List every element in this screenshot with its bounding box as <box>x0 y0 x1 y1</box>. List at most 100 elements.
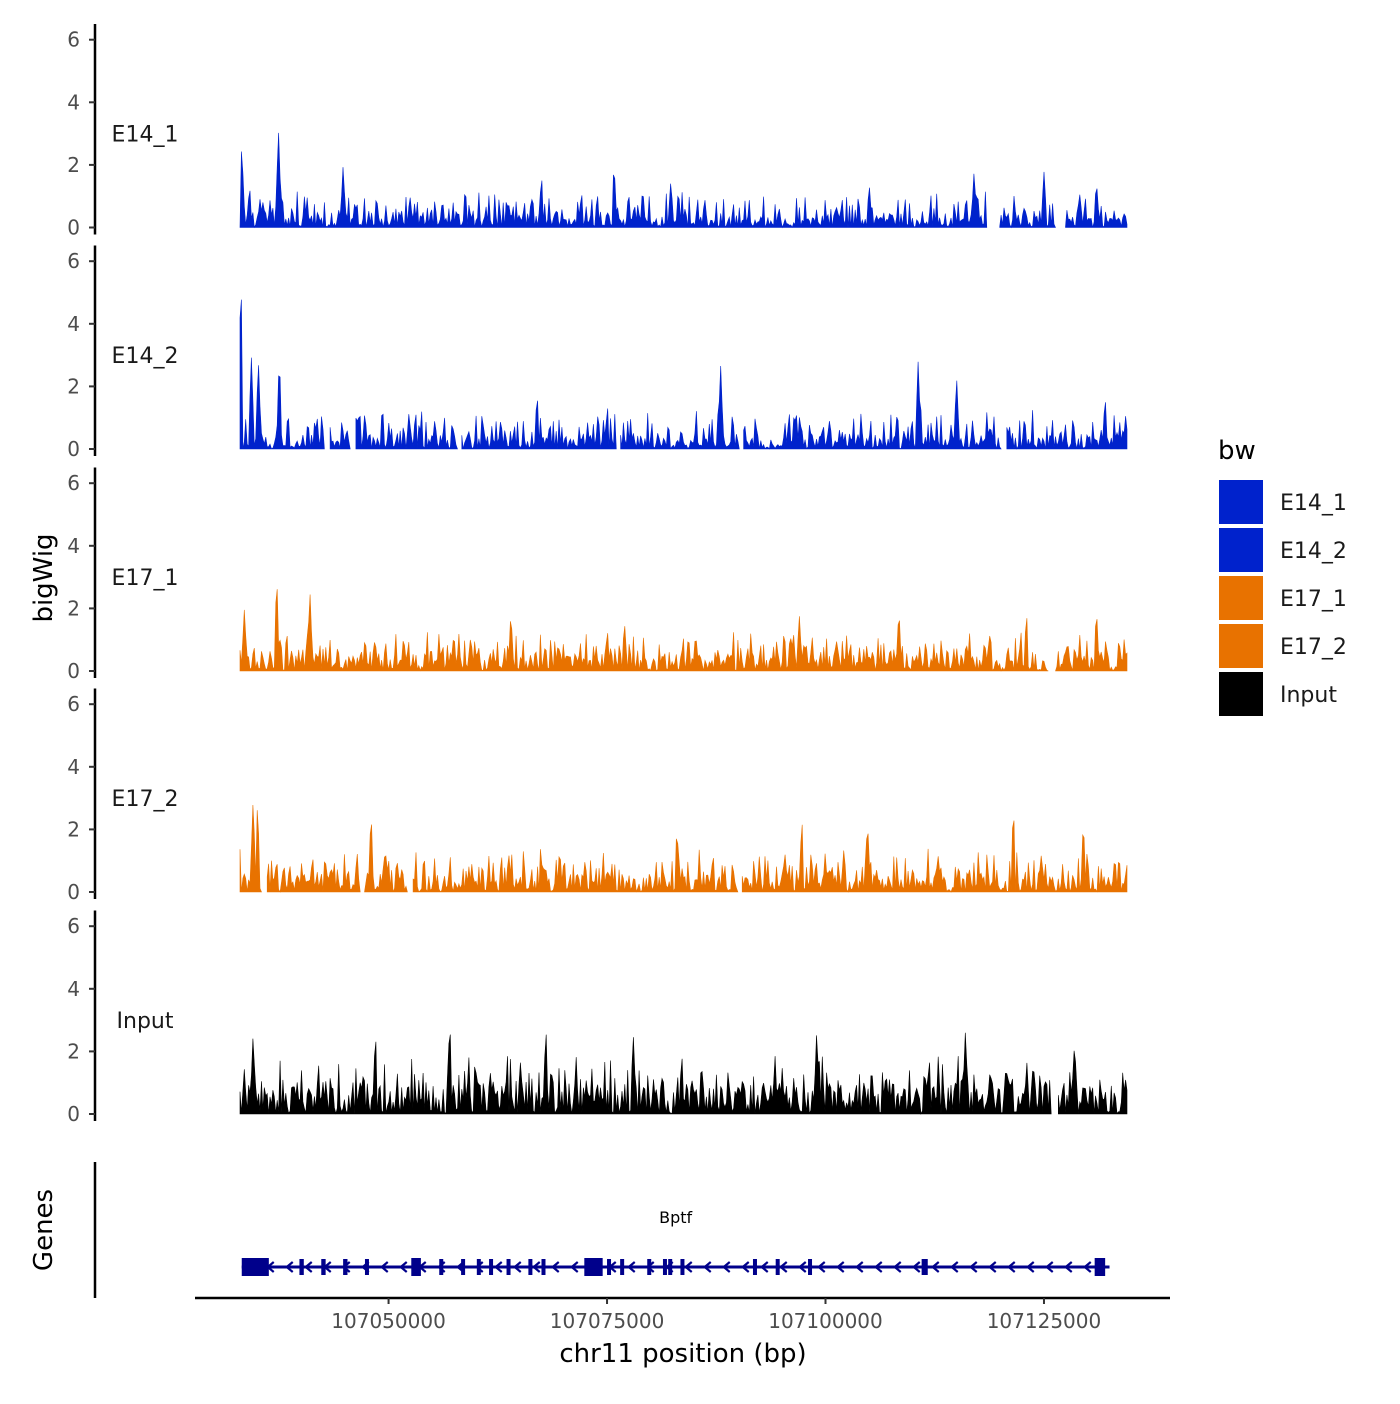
y-tick-label: 6 <box>67 28 80 52</box>
x-axis-title: chr11 position (bp) <box>559 1339 806 1369</box>
strand-arrow <box>988 1261 997 1273</box>
legend-label: E17_1 <box>1280 587 1347 612</box>
strand-arrow <box>912 1261 921 1273</box>
strand-arrow <box>570 1261 579 1273</box>
gene-exon <box>299 1259 304 1275</box>
legend-label: E14_2 <box>1280 539 1347 564</box>
gene-model <box>241 1258 1110 1276</box>
y-tick-label: 2 <box>67 596 80 620</box>
coverage-area-e14-1 <box>239 132 1128 229</box>
y-tick-label: 6 <box>67 471 80 495</box>
gene-exon <box>752 1259 757 1275</box>
x-tick-label: 107125000 <box>987 1309 1102 1333</box>
gene-exon <box>476 1259 481 1275</box>
y-tick-label: 6 <box>67 692 80 716</box>
strand-arrow <box>513 1261 522 1273</box>
strand-arrow <box>722 1261 731 1273</box>
strand-arrow <box>684 1261 693 1273</box>
track-input: 0 2 4 6 Input <box>67 910 1128 1126</box>
legend-key-e17-2 <box>1219 624 1263 668</box>
y-axis-title: bigWig <box>29 533 59 622</box>
coverage-area-e14-2 <box>239 299 1128 450</box>
strand-arrow <box>779 1261 788 1273</box>
genes-axis-title: Genes <box>29 1189 59 1271</box>
strand-arrow <box>741 1261 750 1273</box>
gene-exon <box>541 1259 546 1275</box>
y-tick-label: 4 <box>67 534 80 558</box>
track-label: Input <box>117 1009 174 1034</box>
gene-exon <box>607 1259 612 1275</box>
gene-exon <box>662 1259 667 1275</box>
legend-key-e14-2 <box>1219 528 1263 572</box>
y-tick-label: 2 <box>67 1039 80 1063</box>
coverage-area-e17-2 <box>239 804 1128 893</box>
legend-title: bw <box>1218 436 1256 466</box>
strand-arrow <box>1083 1261 1092 1273</box>
y-tick-label: 4 <box>67 977 80 1001</box>
y-tick-label: 4 <box>67 755 80 779</box>
strand-arrow <box>304 1261 313 1273</box>
x-tick-label: 107075000 <box>550 1309 665 1333</box>
legend-label: E17_2 <box>1280 635 1347 660</box>
legend: bw E14_1 E14_2 E17_1 E17_2 Input <box>1218 436 1347 716</box>
gene-exon <box>921 1259 928 1275</box>
gene-exon <box>241 1258 269 1276</box>
strand-arrow <box>836 1261 845 1273</box>
gene-exon <box>647 1259 652 1275</box>
gene-name-label: Bptf <box>659 1208 692 1227</box>
track-label: E17_2 <box>112 787 179 812</box>
gene-exon <box>620 1259 625 1275</box>
legend-label: E14_1 <box>1280 491 1347 516</box>
strand-arrow <box>874 1261 883 1273</box>
genes-panel: Genes Bptf <box>29 1162 1110 1298</box>
strand-arrow <box>494 1261 503 1273</box>
x-tick-label: 107050000 <box>331 1309 446 1333</box>
strand-arrow <box>551 1261 560 1273</box>
gene-exon <box>364 1259 369 1275</box>
coverage-area-input <box>239 1032 1128 1115</box>
track-label: E14_1 <box>112 123 179 148</box>
strand-arrow <box>893 1261 902 1273</box>
y-tick-label: 6 <box>67 914 80 938</box>
strand-arrow <box>532 1261 541 1273</box>
track-e17-1: 0 2 4 6 E17_1 <box>67 467 1128 683</box>
track-e17-2: 0 2 4 6 E17_2 <box>67 688 1128 904</box>
legend-key-e14-1 <box>1219 480 1263 524</box>
gene-exon <box>461 1259 466 1275</box>
strand-arrow <box>1045 1261 1054 1273</box>
gene-exon <box>321 1259 326 1275</box>
gene-exon <box>1094 1258 1106 1276</box>
y-tick-label: 4 <box>67 312 80 336</box>
legend-key-input <box>1219 672 1263 716</box>
strand-arrow <box>760 1261 769 1273</box>
y-tick-label: 2 <box>67 374 80 398</box>
y-tick-label: 6 <box>67 249 80 273</box>
strand-arrow <box>950 1261 959 1273</box>
gene-exon <box>668 1259 673 1275</box>
coverage-tracks: 0 2 4 6 E14_1 0 2 4 6 E14_2 0 2 4 6 E17_1 0 2 4 6 E17_2 0 2 4 6… <box>67 24 1128 1126</box>
strand-arrow <box>798 1261 807 1273</box>
strand-arrow <box>969 1261 978 1273</box>
x-tick-label: 107100000 <box>768 1309 883 1333</box>
strand-arrow <box>817 1261 826 1273</box>
legend-key-e17-1 <box>1219 576 1263 620</box>
gene-exon <box>680 1259 685 1275</box>
legend-label: Input <box>1280 683 1337 708</box>
y-tick-label: 0 <box>67 880 80 904</box>
strand-arrow <box>399 1261 408 1273</box>
track-label: E14_2 <box>112 344 179 369</box>
track-e14-1: 0 2 4 6 E14_1 <box>67 24 1128 240</box>
y-tick-label: 4 <box>67 90 80 114</box>
strand-arrow <box>380 1261 389 1273</box>
y-tick-label: 0 <box>67 1102 80 1126</box>
gene-exon <box>343 1259 348 1275</box>
y-tick-label: 2 <box>67 153 80 177</box>
strand-arrow <box>703 1261 712 1273</box>
gene-exon <box>528 1259 533 1275</box>
strand-arrow <box>1026 1261 1035 1273</box>
gene-exon <box>411 1258 421 1276</box>
x-axis: 107050000 107075000 107100000 107125000 <box>195 1296 1170 1333</box>
strand-arrow <box>931 1261 940 1273</box>
